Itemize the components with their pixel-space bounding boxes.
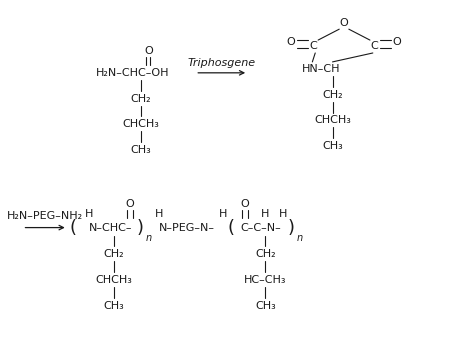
Text: CHCH₃: CHCH₃ [122,119,159,130]
Text: CH₃: CH₃ [103,301,124,311]
Text: CH₂: CH₂ [255,249,276,259]
Text: n: n [297,233,303,243]
Text: C: C [371,41,379,51]
Text: O: O [144,46,153,56]
Text: C: C [310,41,317,51]
Text: N–PEG–N–: N–PEG–N– [159,222,215,233]
Text: ): ) [288,219,295,237]
Text: H: H [155,209,163,219]
Text: H: H [84,209,93,219]
Text: n: n [146,233,152,243]
Text: N–CHC–: N–CHC– [89,222,132,233]
Text: HC–CH₃: HC–CH₃ [244,275,287,285]
Text: C–C–N–: C–C–N– [240,222,281,233]
Text: CH₃: CH₃ [255,301,276,311]
Text: O: O [126,199,135,209]
Text: O: O [340,18,348,28]
Text: (: ( [228,219,234,237]
Text: (: ( [70,219,77,237]
Text: O: O [392,37,401,47]
Text: ): ) [136,219,143,237]
Text: CH₂: CH₂ [130,94,151,103]
Text: CH₃: CH₃ [322,141,343,151]
Text: CH₂: CH₂ [322,90,343,100]
Text: H₂N–PEG–NH₂: H₂N–PEG–NH₂ [7,211,82,221]
Text: H₂N–CHC–OH: H₂N–CHC–OH [96,68,170,78]
Text: HN–CH: HN–CH [302,64,340,74]
Text: H: H [278,209,287,219]
Text: CHCH₃: CHCH₃ [95,275,132,285]
Text: CH₃: CH₃ [130,145,151,155]
Text: Triphosgene: Triphosgene [187,58,255,68]
Text: H: H [261,209,270,219]
Text: O: O [287,37,296,47]
Text: H: H [219,209,228,219]
Text: CHCH₃: CHCH₃ [314,115,351,125]
Text: CH₂: CH₂ [103,249,124,259]
Text: O: O [241,199,249,209]
